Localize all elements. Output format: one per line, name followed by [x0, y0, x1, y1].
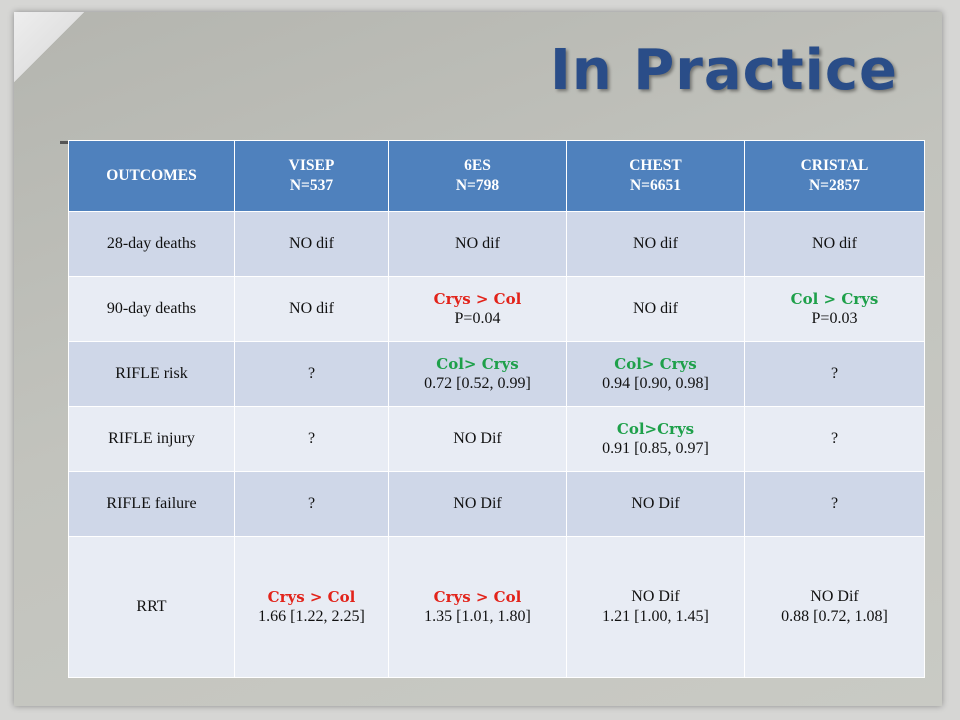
result-cell: NO dif	[744, 211, 925, 277]
result-statistic: 0.72 [0.52, 0.99]	[424, 375, 531, 392]
result-cell: NO dif	[234, 276, 389, 342]
result-cell: NO Dif 0.88 [0.72, 1.08]	[744, 536, 925, 678]
table-row: RIFLE risk? Col> Crys 0.72 [0.52, 0.99] Col…	[68, 341, 925, 407]
result-value: NO Dif	[631, 588, 680, 605]
result-value: NO dif	[812, 235, 857, 252]
header-chest: CHEST N=6651	[566, 140, 745, 212]
result-statistic: P=0.04	[454, 310, 501, 327]
result-cell: Col>Crys 0.91 [0.85, 0.97]	[566, 406, 745, 472]
result-value: NO dif	[633, 235, 678, 252]
outcome-label: 90-day deaths	[68, 276, 235, 342]
result-cell: ?	[744, 341, 925, 407]
result-cell: NO Dif 1.21 [1.00, 1.45]	[566, 536, 745, 678]
header-visep: VISEP N=537	[234, 140, 389, 212]
result-value: ?	[830, 495, 839, 512]
table-row: 28-day deaths NO dif NO dif NO dif NO dif	[68, 211, 925, 277]
result-cell: NO Dif	[388, 406, 567, 472]
result-cell: NO dif	[234, 211, 389, 277]
result-cell: NO dif	[388, 211, 567, 277]
result-cell: Crys > Col 1.35 [1.01, 1.80]	[388, 536, 567, 678]
result-value: ?	[830, 365, 839, 382]
result-value: NO dif	[289, 235, 334, 252]
result-cell: Col > Crys P=0.03	[744, 276, 925, 342]
result-cell: NO dif	[566, 276, 745, 342]
result-comparison: Crys > Col	[267, 588, 356, 606]
result-value: ?	[830, 430, 839, 447]
result-cell: NO Dif	[388, 471, 567, 537]
result-cell: Crys > Col P=0.04	[388, 276, 567, 342]
result-cell: Crys > Col 1.66 [1.22, 2.25]	[234, 536, 389, 678]
result-statistic: 1.21 [1.00, 1.45]	[602, 608, 709, 625]
result-value: NO Dif	[453, 495, 502, 512]
result-cell: NO Dif	[566, 471, 745, 537]
result-statistic: 1.35 [1.01, 1.80]	[424, 608, 531, 625]
result-comparison: Col>Crys	[616, 420, 695, 438]
result-value: ?	[307, 365, 316, 382]
header-6es: 6ES N=798	[388, 140, 567, 212]
result-statistic: P=0.03	[811, 310, 858, 327]
result-value: NO dif	[633, 300, 678, 317]
table-header-row: OUTCOMES VISEP N=537 6ES N=798 CHEST N=6…	[68, 140, 925, 212]
bullet-dash	[60, 141, 72, 144]
result-value: ?	[307, 495, 316, 512]
result-cell: ?	[744, 471, 925, 537]
result-value: ?	[307, 430, 316, 447]
outcome-label: RIFLE injury	[68, 406, 235, 472]
result-comparison: Crys > Col	[433, 290, 522, 308]
result-statistic: 1.66 [1.22, 2.25]	[258, 608, 365, 625]
result-value: NO dif	[455, 235, 500, 252]
table-row: 90-day deaths NO dif Crys > Col P=0.04 NO di…	[68, 276, 925, 342]
result-cell: Col> Crys 0.72 [0.52, 0.99]	[388, 341, 567, 407]
outcome-label: RRT	[68, 536, 235, 678]
result-cell: Col> Crys 0.94 [0.90, 0.98]	[566, 341, 745, 407]
result-value: NO Dif	[810, 588, 859, 605]
result-statistic: 0.91 [0.85, 0.97]	[602, 440, 709, 457]
result-comparison: Col> Crys	[614, 355, 697, 373]
result-cell: ?	[744, 406, 925, 472]
table-body: 28-day deaths NO dif NO dif NO dif NO dif 90-…	[68, 211, 925, 678]
result-statistic: 0.88 [0.72, 1.08]	[781, 608, 888, 625]
result-value: NO Dif	[631, 495, 680, 512]
result-statistic: 0.94 [0.90, 0.98]	[602, 375, 709, 392]
result-comparison: Col> Crys	[436, 355, 519, 373]
outcome-label: RIFLE risk	[68, 341, 235, 407]
outcome-label: 28-day deaths	[68, 211, 235, 277]
result-comparison: Crys > Col	[433, 588, 522, 606]
result-value: NO Dif	[453, 430, 502, 447]
header-outcomes: OUTCOMES	[68, 140, 235, 212]
header-cristal: CRISTAL N=2857	[744, 140, 925, 212]
outcomes-table: OUTCOMES VISEP N=537 6ES N=798 CHEST N=6…	[68, 140, 925, 678]
result-comparison: Col > Crys	[790, 290, 879, 308]
result-cell: ?	[234, 406, 389, 472]
slide-title: In Practice	[550, 38, 898, 103]
table-row: RIFLE failure? NO Dif NO Dif?	[68, 471, 925, 537]
table-row: RRT Crys > Col 1.66 [1.22, 2.25] Crys > Col…	[68, 536, 925, 678]
page-curl-decoration	[14, 12, 84, 82]
result-value: NO dif	[289, 300, 334, 317]
result-cell: NO dif	[566, 211, 745, 277]
outcome-label: RIFLE failure	[68, 471, 235, 537]
result-cell: ?	[234, 341, 389, 407]
result-cell: ?	[234, 471, 389, 537]
table-row: RIFLE injury? NO Dif Col>Crys 0.91 [0.85, 0…	[68, 406, 925, 472]
